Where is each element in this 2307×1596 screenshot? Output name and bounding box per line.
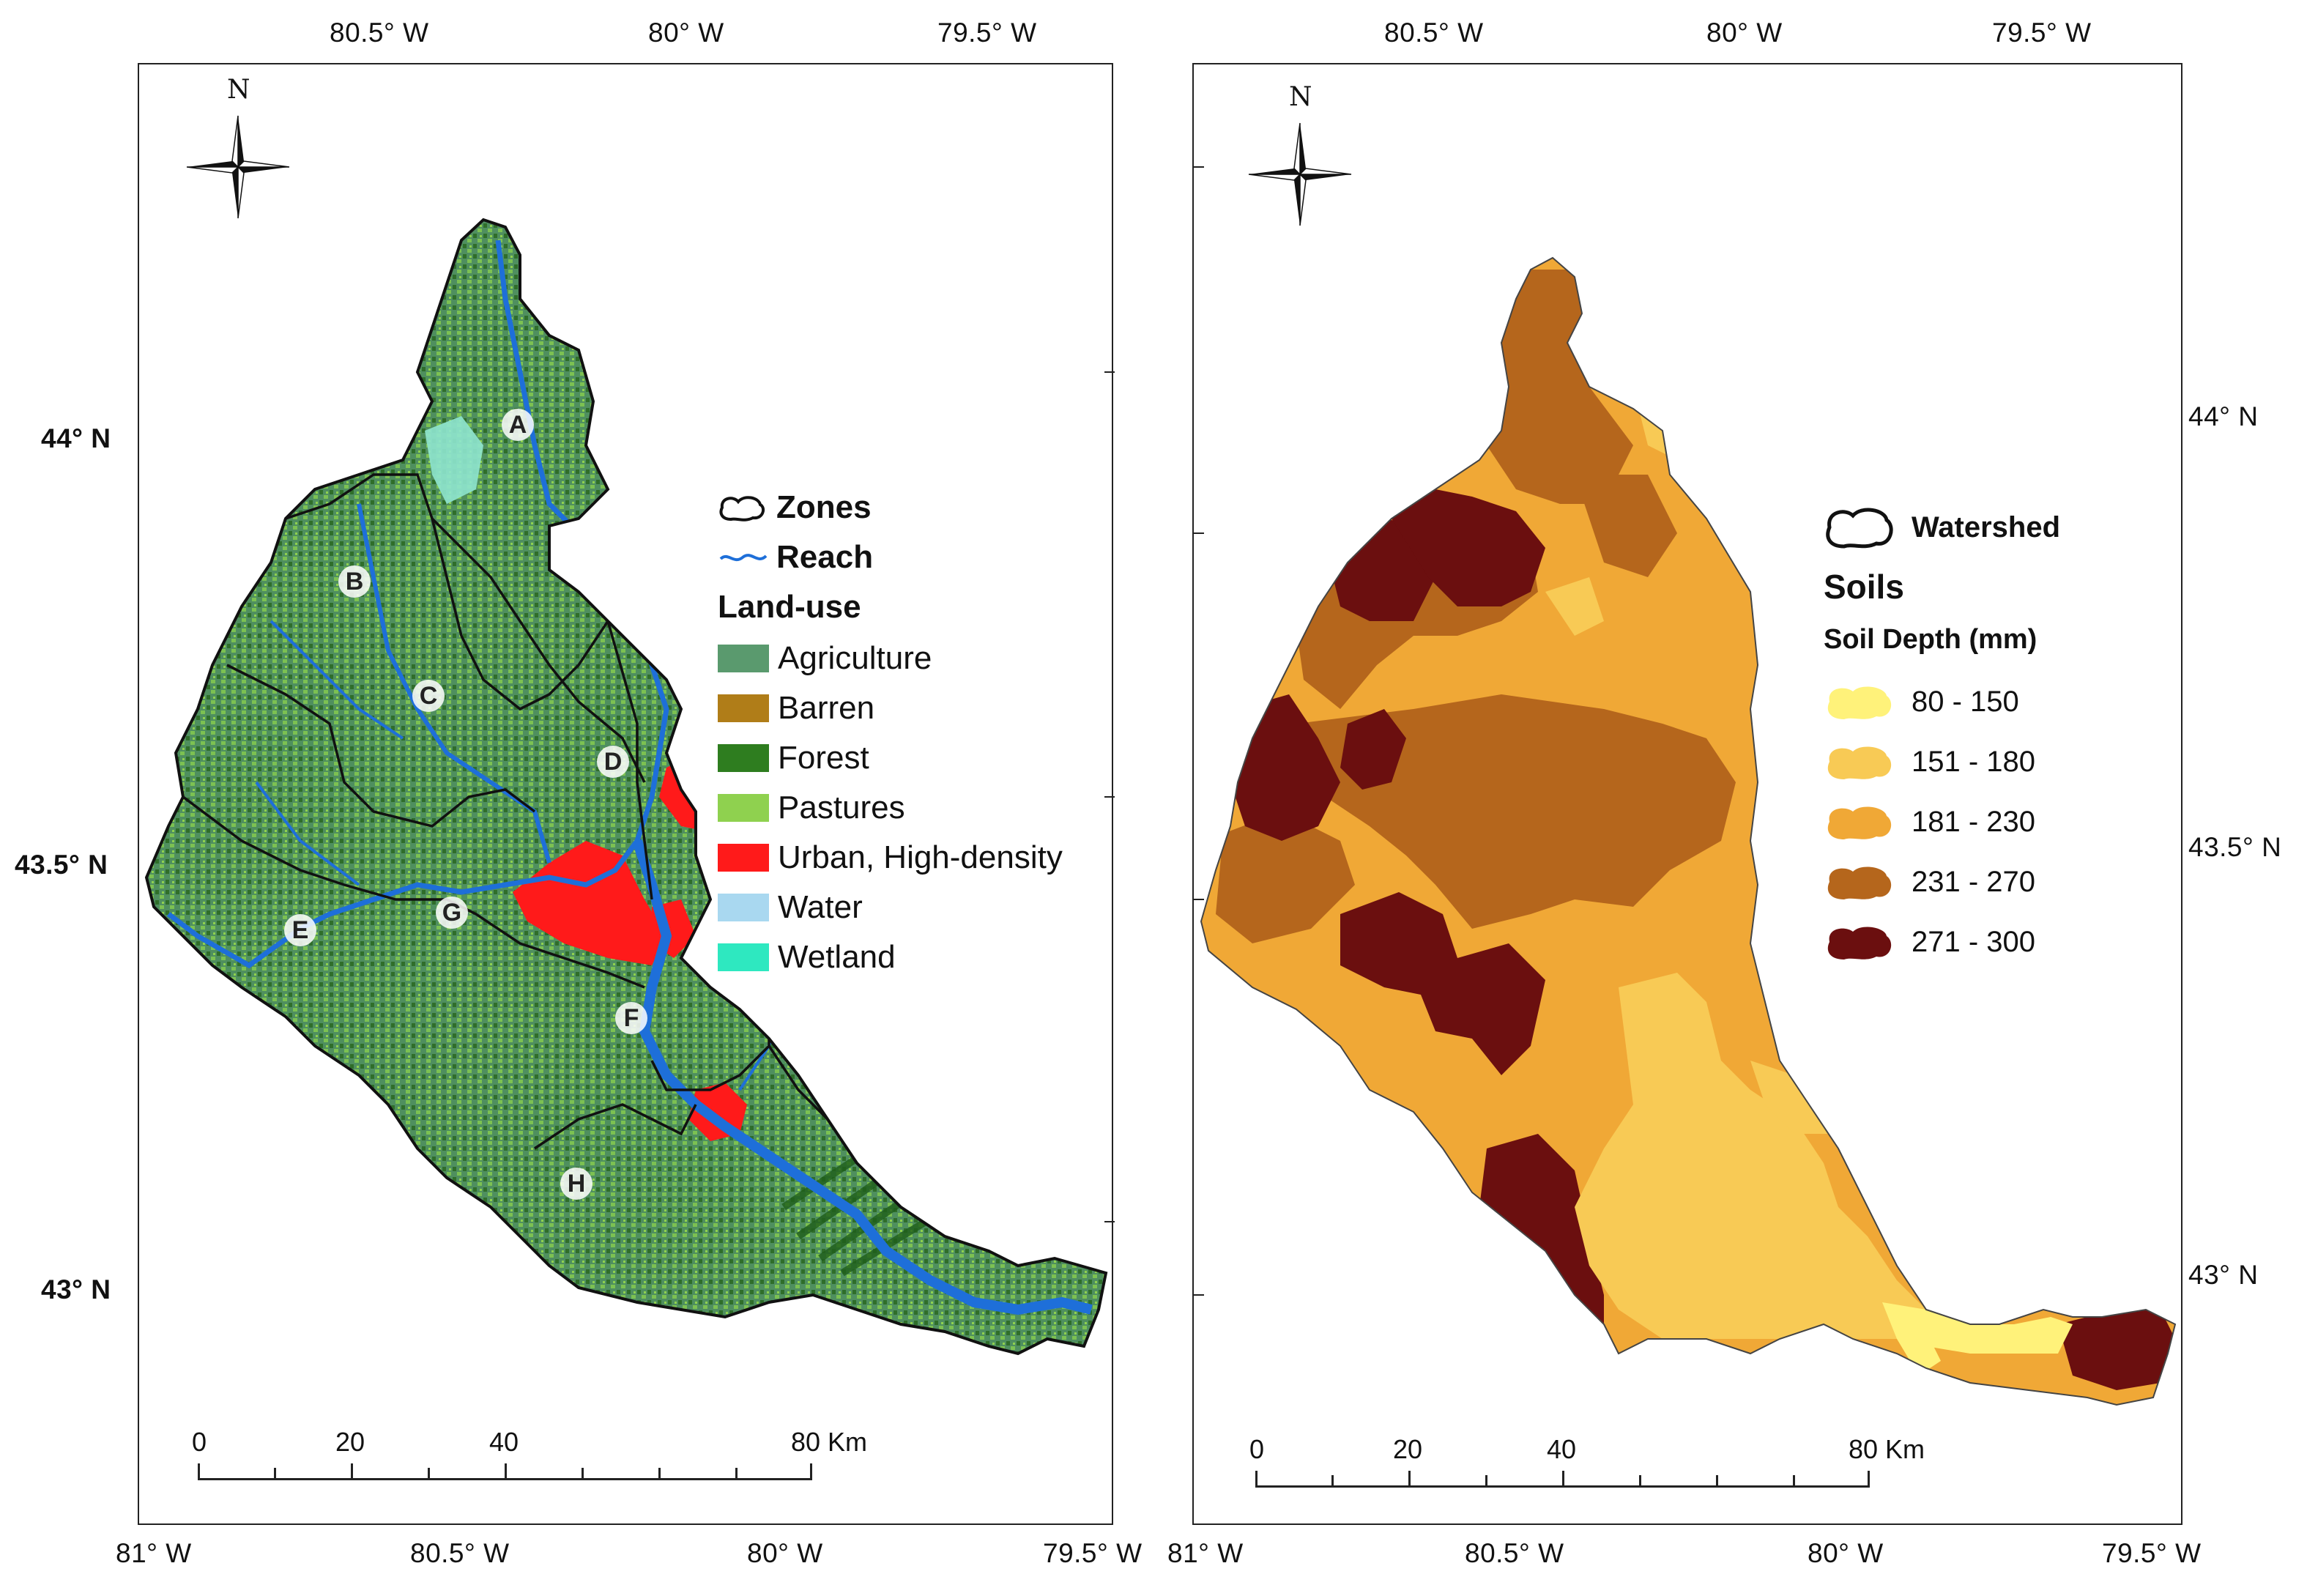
right-bottom-lon-1: 81° W <box>1167 1538 1244 1568</box>
landuse-legend-title: Land-use <box>718 589 861 625</box>
north-arrow-icon <box>1248 122 1352 226</box>
reach-legend-label: Reach <box>776 539 874 575</box>
right-bottom-lon-2: 80.5° W <box>1465 1538 1564 1568</box>
scale-label-0: 0 <box>1249 1434 1265 1464</box>
scale-label-80: 80 Km <box>1849 1434 1925 1464</box>
pastures-label: Pastures <box>778 790 905 825</box>
scale-label-0: 0 <box>192 1427 207 1457</box>
barren-label: Barren <box>778 690 875 726</box>
scale-label-40: 40 <box>1547 1434 1577 1464</box>
zone-label-c: C <box>412 680 445 712</box>
water-label: Water <box>778 889 863 925</box>
depth-271-300-swatch <box>1827 927 1892 960</box>
depth-231-270-label: 231 - 270 <box>1912 865 2036 898</box>
scale-label-20: 20 <box>1393 1434 1423 1464</box>
right-scale-bar: 0 20 40 80 Km <box>1249 1434 1925 1493</box>
left-scale-bar: 0 20 40 80 Km <box>192 1427 867 1485</box>
urban-swatch <box>718 844 769 872</box>
north-label: N <box>227 75 250 105</box>
left-bottom-lon-1: 81° W <box>116 1538 192 1568</box>
forest-label: Forest <box>778 740 869 776</box>
left-top-lon-2: 80° W <box>648 18 724 48</box>
wetland-label: Wetland <box>778 939 896 975</box>
zone-label-b: B <box>338 565 371 598</box>
right-bottom-lon-4: 79.5° W <box>2102 1538 2202 1568</box>
zone-label-e: E <box>284 914 316 946</box>
zones-legend-label: Zones <box>776 489 872 525</box>
soil-map-frame: N Watershed Soils Soil Depth (mm) 80 - 1… <box>1192 63 2182 1525</box>
zones-outline-icon <box>719 496 765 522</box>
zone-label-d: D <box>597 746 629 778</box>
left-top-lon-1: 80.5° W <box>330 18 429 48</box>
watershed-legend-label: Watershed <box>1912 511 2061 543</box>
soil-depth-title: Soil Depth (mm) <box>1824 624 2037 655</box>
right-top-lon-1: 80.5° W <box>1384 18 1484 48</box>
landuse-map <box>145 218 1115 1355</box>
soil-depth-map <box>1194 166 2176 1406</box>
left-bottom-lon-2: 80.5° W <box>410 1538 510 1568</box>
left-lat-43: 43° N <box>41 1274 111 1304</box>
water-swatch <box>718 894 769 921</box>
scale-label-40: 40 <box>489 1427 519 1457</box>
scale-label-20: 20 <box>335 1427 365 1457</box>
north-label: N <box>1289 82 1312 112</box>
left-bottom-lon-4: 79.5° W <box>1043 1538 1143 1568</box>
right-top-lon-3: 79.5° W <box>1992 18 2092 48</box>
left-lat-44: 44° N <box>41 423 111 453</box>
soils-legend-title: Soils <box>1824 568 1904 606</box>
right-lat-43-5: 43.5° N <box>2188 832 2282 862</box>
north-arrow-icon <box>186 115 290 219</box>
depth-80-150-swatch <box>1827 686 1892 719</box>
zone-label-f: F <box>615 1002 647 1034</box>
agriculture-swatch <box>718 645 769 672</box>
forest-swatch <box>718 744 769 772</box>
depth-271-300-label: 271 - 300 <box>1912 925 2036 958</box>
depth-181-230-swatch <box>1827 806 1892 839</box>
right-bottom-lon-3: 80° W <box>1808 1538 1884 1568</box>
zone-label-g: G <box>436 897 468 929</box>
right-lat-44: 44° N <box>2188 401 2259 431</box>
pastures-swatch <box>718 794 769 822</box>
watershed-outline-icon <box>1826 508 1893 549</box>
barren-swatch <box>718 694 769 722</box>
depth-80-150-label: 80 - 150 <box>1912 685 2019 718</box>
left-lat-43-5: 43.5° N <box>15 850 108 880</box>
depth-151-180-swatch <box>1827 746 1892 779</box>
depth-181-230-label: 181 - 230 <box>1912 805 2036 838</box>
zone-label-a: A <box>502 409 534 441</box>
agriculture-label: Agriculture <box>778 640 932 676</box>
zone-label-h: H <box>560 1168 592 1200</box>
depth-151-180-label: 151 - 180 <box>1912 745 2036 778</box>
reach-line-icon <box>719 554 768 562</box>
right-top-lon-2: 80° W <box>1706 18 1783 48</box>
left-top-lon-3: 79.5° W <box>937 18 1037 48</box>
landuse-map-frame: N A B C D E F G H Zones Reach Land-use A… <box>138 63 1115 1525</box>
soil-legend: Watershed Soils Soil Depth (mm) 80 - 150… <box>1824 504 2175 1017</box>
scale-label-80: 80 Km <box>791 1427 868 1457</box>
left-bottom-lon-3: 80° W <box>747 1538 823 1568</box>
urban-label: Urban, High-density <box>778 839 1063 875</box>
right-lat-43: 43° N <box>2188 1260 2259 1290</box>
depth-231-270-swatch <box>1827 866 1892 899</box>
landuse-legend: Zones Reach Land-use Agriculture Barren … <box>718 489 1113 1017</box>
wetland-swatch <box>718 943 769 971</box>
